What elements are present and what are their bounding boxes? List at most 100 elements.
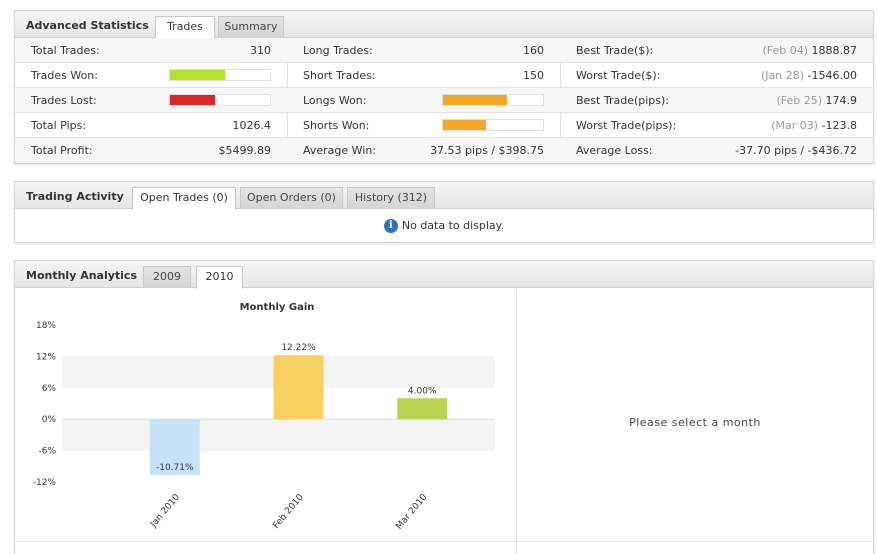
stat-value: 150	[523, 69, 544, 82]
stat-value: 1026.4	[232, 119, 272, 132]
advanced-statistics-header: Advanced Statistics Trades Summary	[15, 11, 873, 39]
stat-row-long-trades: Long Trades: 160	[287, 38, 560, 63]
tab-summary[interactable]: Summary	[218, 16, 284, 38]
x-tick-label: Feb 2010	[271, 492, 306, 531]
tab-trades[interactable]: Trades	[155, 16, 215, 39]
stat-label: Long Trades:	[303, 44, 373, 57]
stat-value: $5499.89	[218, 144, 272, 157]
stat-label: Trades Lost:	[31, 94, 97, 107]
chart-bar[interactable]	[273, 355, 324, 420]
stat-label: Average Loss:	[576, 144, 653, 157]
stat-row-longs-won: Longs Won:	[287, 88, 560, 113]
stat-amount: 1888.87	[811, 44, 858, 57]
monthly-analytics-panel: Monthly Analytics 2009 2010 Please selec…	[14, 260, 874, 554]
stat-row-total-profit: Total Profit: $5499.89	[15, 138, 287, 163]
y-tick-label: -6%	[38, 447, 56, 457]
trading-activity-panel: Trading Activity Open Trades (0) Open Or…	[14, 181, 874, 243]
y-tick-label: 18%	[36, 321, 56, 331]
stat-label: Worst Trade($):	[576, 69, 661, 82]
stat-label: Short Trades:	[303, 69, 376, 82]
bar-value-label: 12.22%	[281, 343, 316, 353]
chart-band	[62, 419, 495, 451]
stat-row-total-trades: Total Trades: 310	[15, 38, 287, 63]
no-data-text: No data to display.	[401, 219, 505, 232]
stat-row-worst-trade-usd: Worst Trade($): (Jan 28) -1546.00	[560, 63, 873, 88]
stat-label: Best Trade($):	[576, 44, 654, 57]
stat-label: Worst Trade(pips):	[576, 119, 677, 132]
stat-date: (Mar 03)	[771, 119, 819, 132]
stat-value: 160	[523, 44, 544, 57]
chart-title: Monthly Gain	[240, 302, 315, 313]
longs-won-bar-fill	[443, 95, 507, 105]
stat-value: 37.53 pips / $398.75	[430, 144, 544, 157]
y-tick-label: 0%	[42, 415, 57, 425]
stats-column-1: Total Trades: 310 Trades Won: Trades Los…	[15, 38, 287, 163]
x-tick-label: Jan 2010	[148, 492, 182, 530]
stat-label: Total Trades:	[31, 44, 100, 57]
chart-bar[interactable]	[397, 398, 448, 420]
stat-value: -37.70 pips / -$436.72	[735, 144, 857, 157]
stat-amount: -123.8	[821, 119, 857, 132]
y-tick-label: 6%	[42, 384, 57, 394]
stat-label: Average Win:	[303, 144, 377, 157]
stat-row-average-win: Average Win: 37.53 pips / $398.75	[287, 138, 560, 163]
monthly-footer-line	[15, 541, 873, 542]
trades-lost-bar	[169, 94, 271, 106]
stat-date: (Jan 28)	[760, 69, 805, 82]
stat-row-average-loss: Average Loss: -37.70 pips / -$436.72	[560, 138, 873, 163]
info-icon: i	[383, 219, 398, 233]
stat-row-best-trade-usd: Best Trade($): (Feb 04) 1888.87	[560, 38, 873, 63]
stat-value: 310	[250, 44, 271, 57]
stats-column-3: Best Trade($): (Feb 04) 1888.87 Worst Tr…	[560, 38, 873, 163]
tab-history[interactable]: History (312)	[347, 187, 435, 209]
stats-column-2: Long Trades: 160 Short Trades: 150 Longs…	[287, 38, 560, 163]
trades-lost-bar-fill	[170, 95, 215, 105]
stat-label: Longs Won:	[303, 94, 367, 107]
stat-label: Best Trade(pips):	[576, 94, 670, 107]
trades-won-bar-fill	[170, 70, 225, 80]
x-tick-label: Mar 2010	[394, 492, 429, 531]
stat-date: (Feb 04)	[762, 44, 808, 57]
stat-value: (Mar 03) -123.8	[771, 119, 857, 132]
shorts-won-bar-fill	[443, 120, 486, 130]
stat-value: (Feb 25) 174.9	[776, 94, 857, 107]
stat-row-trades-lost: Trades Lost:	[15, 88, 287, 113]
stat-value: (Jan 28) -1546.00	[761, 69, 857, 82]
tab-2009[interactable]: 2009	[143, 266, 191, 288]
longs-won-bar	[442, 94, 544, 106]
advanced-statistics-panel: Advanced Statistics Trades Summary Total…	[14, 10, 874, 164]
monthly-analytics-title: Monthly Analytics	[26, 269, 137, 282]
y-tick-label: 12%	[36, 352, 56, 362]
stat-label: Trades Won:	[31, 69, 98, 82]
monthly-divider	[516, 289, 517, 554]
shorts-won-bar	[442, 119, 544, 131]
bar-value-label: -10.71%	[156, 463, 194, 473]
stat-row-trades-won: Trades Won:	[15, 63, 287, 88]
no-data-message: i No data to display.	[15, 210, 873, 242]
stat-label: Total Pips:	[31, 119, 87, 132]
trades-won-bar	[169, 69, 271, 81]
monthly-gain-chart: Monthly Gain 18% 12% 6% 0% -6% -12% -10.71% 12…	[33, 302, 495, 532]
trading-activity-header: Trading Activity Open Trades (0) Open Or…	[15, 182, 873, 210]
stat-row-total-pips: Total Pips: 1026.4	[15, 113, 287, 138]
stat-row-short-trades: Short Trades: 150	[287, 63, 560, 88]
stat-value: (Feb 04) 1888.87	[762, 44, 857, 57]
stat-row-shorts-won: Shorts Won:	[287, 113, 560, 138]
stat-row-worst-trade-pips: Worst Trade(pips): (Mar 03) -123.8	[560, 113, 873, 138]
trading-activity-title: Trading Activity	[26, 190, 124, 203]
stat-label: Total Profit:	[31, 144, 93, 157]
stat-amount: -1546.00	[807, 69, 857, 82]
advanced-statistics-title: Advanced Statistics	[26, 19, 149, 32]
tab-2010[interactable]: 2010	[196, 266, 243, 289]
tab-open-trades[interactable]: Open Trades (0)	[132, 187, 236, 210]
tab-open-orders[interactable]: Open Orders (0)	[240, 187, 343, 209]
monthly-analytics-header: Monthly Analytics 2009 2010	[15, 261, 873, 289]
stat-amount: 174.9	[825, 94, 858, 107]
stat-row-best-trade-pips: Best Trade(pips): (Feb 25) 174.9	[560, 88, 873, 113]
y-tick-label: -12%	[33, 478, 57, 488]
chart-bar[interactable]	[149, 419, 200, 476]
stat-label: Shorts Won:	[303, 119, 370, 132]
bar-value-label: 4.00%	[408, 386, 437, 396]
stat-date: (Feb 25)	[776, 94, 822, 107]
select-month-message: Please select a month	[629, 416, 761, 429]
